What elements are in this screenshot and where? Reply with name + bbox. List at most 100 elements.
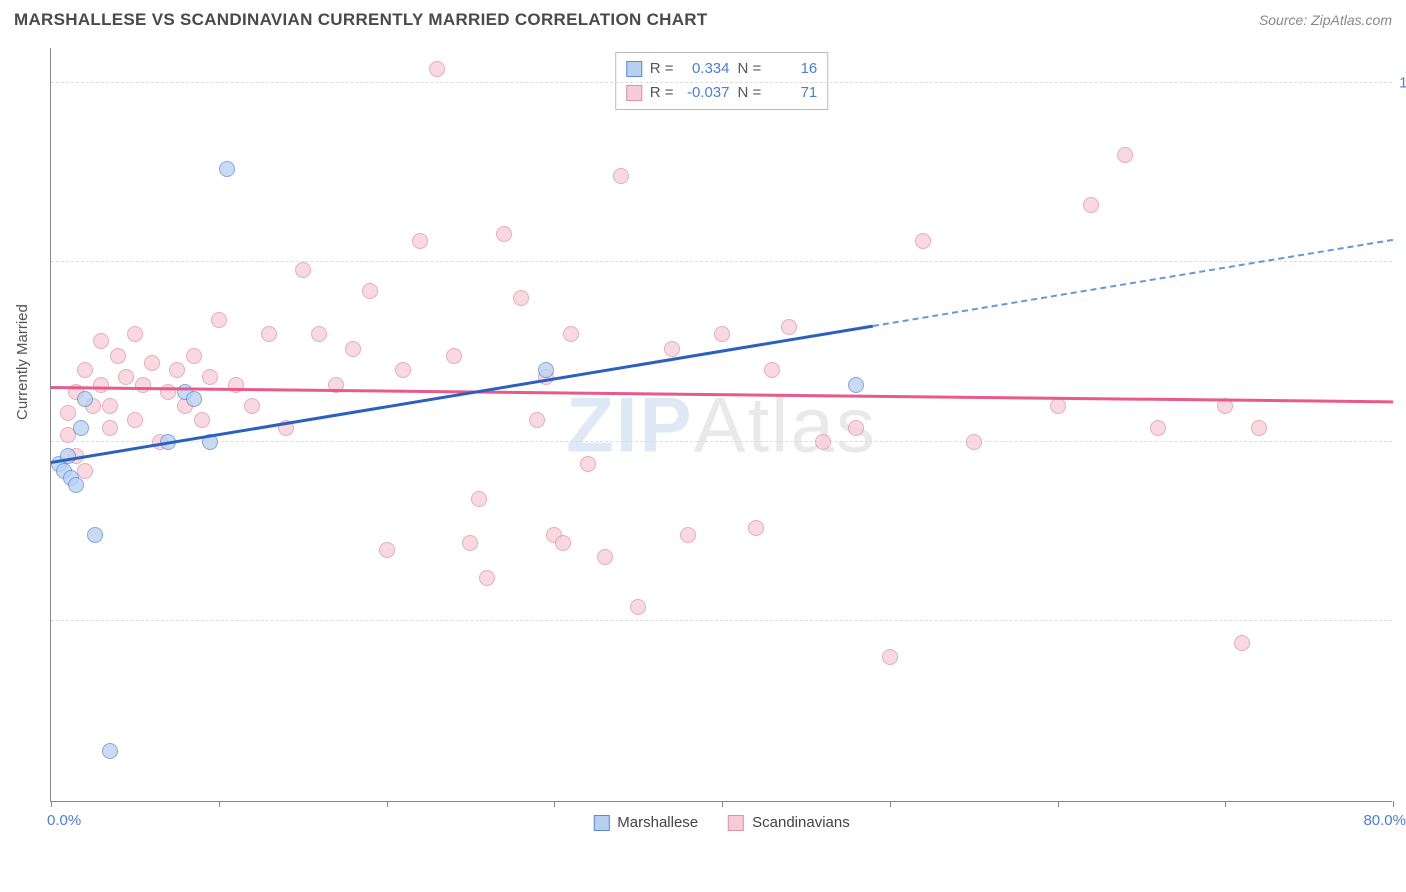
data-point: [93, 377, 109, 393]
scatter-chart: ZIPAtlas R = 0.334 N = 16 R = -0.037 N =…: [50, 48, 1392, 802]
swatch-icon: [728, 815, 744, 831]
data-point: [202, 369, 218, 385]
data-point: [362, 283, 378, 299]
data-point: [748, 520, 764, 536]
n-label: N =: [738, 81, 762, 105]
legend-item: Scandinavians: [728, 814, 850, 831]
legend-label: Scandinavians: [752, 814, 850, 831]
data-point: [186, 348, 202, 364]
data-point: [169, 362, 185, 378]
legend-label: Marshallese: [617, 814, 698, 831]
x-min-label: 0.0%: [47, 812, 81, 829]
n-value: 16: [769, 57, 817, 81]
data-point: [102, 398, 118, 414]
r-label: R =: [650, 57, 674, 81]
data-point: [563, 326, 579, 342]
data-point: [93, 333, 109, 349]
data-point: [1234, 635, 1250, 651]
data-point: [714, 326, 730, 342]
r-value: 0.334: [682, 57, 730, 81]
gridline: [51, 620, 1392, 621]
data-point: [261, 326, 277, 342]
swatch-icon: [626, 61, 642, 77]
source-credit: Source: ZipAtlas.com: [1259, 12, 1392, 28]
y-tick-label: 75.0%: [1395, 254, 1406, 271]
data-point: [446, 348, 462, 364]
y-tick-label: 100.0%: [1395, 74, 1406, 91]
data-point: [68, 477, 84, 493]
data-point: [915, 233, 931, 249]
data-point: [186, 391, 202, 407]
gridline: [51, 82, 1392, 83]
data-point: [412, 233, 428, 249]
y-axis-label: Currently Married: [14, 304, 31, 420]
data-point: [295, 262, 311, 278]
data-point: [580, 456, 596, 472]
data-point: [764, 362, 780, 378]
series-legend: Marshallese Scandinavians: [593, 814, 849, 831]
data-point: [219, 161, 235, 177]
data-point: [135, 377, 151, 393]
data-point: [1251, 420, 1267, 436]
data-point: [194, 412, 210, 428]
data-point: [848, 420, 864, 436]
data-point: [118, 369, 134, 385]
data-point: [848, 377, 864, 393]
data-point: [345, 341, 361, 357]
data-point: [127, 326, 143, 342]
gridline: [51, 441, 1392, 442]
data-point: [1117, 147, 1133, 163]
data-point: [815, 434, 831, 450]
legend-item: Marshallese: [593, 814, 698, 831]
y-tick-label: 25.0%: [1395, 613, 1406, 630]
x-tick: [722, 801, 723, 807]
data-point: [630, 599, 646, 615]
data-point: [1150, 420, 1166, 436]
data-point: [529, 412, 545, 428]
data-point: [496, 226, 512, 242]
x-tick: [1393, 801, 1394, 807]
data-point: [244, 398, 260, 414]
data-point: [379, 542, 395, 558]
x-tick: [219, 801, 220, 807]
x-tick: [1225, 801, 1226, 807]
x-tick: [1058, 801, 1059, 807]
data-point: [144, 355, 160, 371]
gridline: [51, 261, 1392, 262]
r-label: R =: [650, 81, 674, 105]
data-point: [513, 290, 529, 306]
data-point: [127, 412, 143, 428]
data-point: [395, 362, 411, 378]
x-tick: [554, 801, 555, 807]
data-point: [555, 535, 571, 551]
data-point: [538, 362, 554, 378]
data-point: [462, 535, 478, 551]
data-point: [77, 362, 93, 378]
data-point: [471, 491, 487, 507]
data-point: [882, 649, 898, 665]
x-max-label: 80.0%: [1363, 812, 1406, 829]
data-point: [211, 312, 227, 328]
data-point: [160, 384, 176, 400]
data-point: [613, 168, 629, 184]
data-point: [680, 527, 696, 543]
data-point: [311, 326, 327, 342]
data-point: [102, 743, 118, 759]
data-point: [1083, 197, 1099, 213]
trend-line: [873, 239, 1393, 327]
data-point: [110, 348, 126, 364]
n-label: N =: [738, 57, 762, 81]
swatch-icon: [626, 85, 642, 101]
data-point: [781, 319, 797, 335]
x-tick: [51, 801, 52, 807]
data-point: [1050, 398, 1066, 414]
y-tick-label: 50.0%: [1395, 433, 1406, 450]
stats-row: R = 0.334 N = 16: [626, 57, 818, 81]
data-point: [966, 434, 982, 450]
x-tick: [890, 801, 891, 807]
n-value: 71: [769, 81, 817, 105]
stats-row: R = -0.037 N = 71: [626, 81, 818, 105]
swatch-icon: [593, 815, 609, 831]
data-point: [664, 341, 680, 357]
chart-title: MARSHALLESE VS SCANDINAVIAN CURRENTLY MA…: [14, 10, 708, 30]
